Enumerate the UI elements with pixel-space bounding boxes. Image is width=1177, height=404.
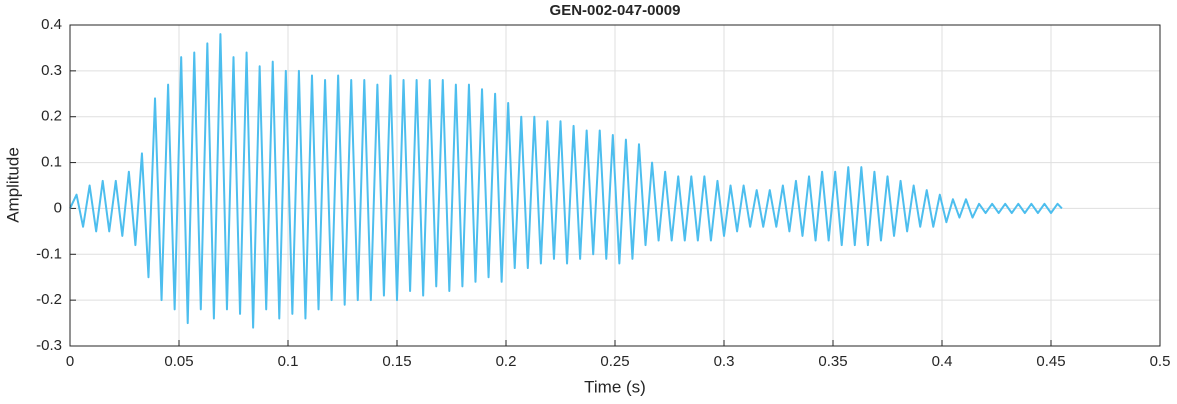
y-tick-label: 0.3 xyxy=(41,62,62,79)
x-tick-label: 0.3 xyxy=(714,353,735,370)
y-tick-label: -0.2 xyxy=(36,291,62,308)
x-tick-label: 0.35 xyxy=(818,353,847,370)
y-tick-label: 0.4 xyxy=(41,16,62,33)
x-tick-label: 0 xyxy=(66,353,74,370)
y-tick-label: 0.1 xyxy=(41,154,62,171)
x-tick-label: 0.1 xyxy=(278,353,299,370)
x-tick-label: 0.15 xyxy=(382,353,411,370)
x-tick-label: 0.25 xyxy=(600,353,629,370)
y-axis-label: Amplitude xyxy=(3,147,22,223)
y-tick-label: -0.3 xyxy=(36,337,62,354)
y-tick-label: -0.1 xyxy=(36,245,62,262)
x-tick-label: 0.4 xyxy=(932,353,953,370)
plot-frame xyxy=(69,24,1161,347)
signal-line xyxy=(69,33,1063,329)
chart-title: GEN-002-047-0009 xyxy=(550,2,681,19)
x-tick-label: 0.5 xyxy=(1150,353,1171,370)
x-tick-label: 0.05 xyxy=(164,353,193,370)
y-tick-label: 0 xyxy=(54,199,62,216)
y-tick-label: 0.2 xyxy=(41,108,62,125)
x-tick-label: 0.2 xyxy=(496,353,517,370)
x-tick-label: 0.45 xyxy=(1036,353,1065,370)
x-axis-label: Time (s) xyxy=(584,377,646,396)
